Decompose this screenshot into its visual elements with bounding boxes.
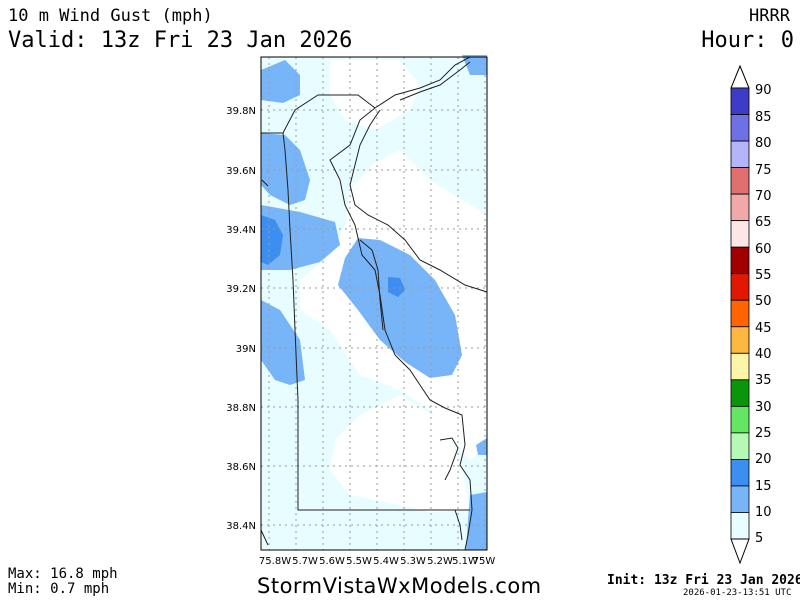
map-title: 10 m Wind Gust (mph) <box>8 6 213 26</box>
colorbar-label: 40 <box>755 347 772 362</box>
colorbar-label: 75 <box>755 163 772 178</box>
brand-watermark: StormVistaWxModels.com <box>257 574 542 598</box>
colorbar-label: 90 <box>755 83 772 98</box>
colorbar-swatch <box>730 459 750 487</box>
lon-label: 5.6W <box>319 556 345 567</box>
lat-label: 39.6N <box>226 166 256 177</box>
lat-label: 39N <box>236 344 256 355</box>
colorbar-top-arrow <box>730 64 750 89</box>
colorbar-swatch <box>730 273 750 301</box>
lon-label: 75W <box>473 556 496 567</box>
colorbar-label: 15 <box>755 479 772 494</box>
lat-label: 39.8N <box>226 106 256 117</box>
colorbar-label: 50 <box>755 294 772 309</box>
colorbar-label: 80 <box>755 136 772 151</box>
lon-label: 5.1W <box>452 556 478 567</box>
latitude-labels: 39.8N 39.6N 39.4N 39.2N 39N 38.8N 38.6N … <box>226 106 256 532</box>
colorbar-swatch <box>730 326 750 354</box>
colorbar-swatch <box>730 512 750 540</box>
colorbar-label: 60 <box>755 242 772 257</box>
colorbar-swatch <box>730 485 750 513</box>
longitude-labels: 75.8W 5.7W 5.6W 5.5W 5.4W 5.3W 5.2W 5.1W… <box>259 556 495 567</box>
colorbar-label: 10 <box>755 505 772 520</box>
colorbar-label: 70 <box>755 189 772 204</box>
generated-timestamp: 2026-01-23-13:51 UTC <box>683 588 792 598</box>
lon-label: 5.7W <box>292 556 318 567</box>
max-stat: Max: 16.8 mph <box>8 566 118 582</box>
strong-gust-areas <box>261 215 405 297</box>
colorbar <box>730 64 750 565</box>
map-frame <box>260 56 488 551</box>
colorbar-label: 65 <box>755 215 772 230</box>
colorbar-label: 25 <box>755 426 772 441</box>
colorbar-swatch <box>730 87 750 115</box>
graticule <box>261 57 487 550</box>
min-stat: Min: 0.7 mph <box>8 581 110 597</box>
colorbar-label: 85 <box>755 110 772 125</box>
lat-label: 38.6N <box>226 462 256 473</box>
colorbar-swatch <box>730 114 750 142</box>
colorbar-swatch <box>730 193 750 222</box>
lat-label: 38.8N <box>226 403 256 414</box>
model-name: HRRR <box>749 6 790 26</box>
lon-label: 5.2W <box>427 556 453 567</box>
lon-label: 5.4W <box>373 556 399 567</box>
lat-label: 39.4N <box>226 225 256 236</box>
valid-time: Valid: 13z Fri 23 Jan 2026 <box>8 28 353 53</box>
colorbar-bottom-arrow <box>730 538 750 565</box>
colorbar-swatch <box>730 379 750 407</box>
lon-label: 5.5W <box>346 556 372 567</box>
moderate-gust-areas <box>261 55 487 550</box>
lat-label: 38.4N <box>226 521 256 532</box>
colorbar-swatch <box>730 405 750 434</box>
lon-label: 75.8W <box>259 556 291 567</box>
colorbar-label: 30 <box>755 400 772 415</box>
lat-label: 39.2N <box>226 284 256 295</box>
colorbar-label: 5 <box>755 531 764 546</box>
colorbar-label: 20 <box>755 452 772 467</box>
colorbar-swatch <box>730 246 750 275</box>
colorbar-label: 55 <box>755 268 772 283</box>
colorbar-label: 35 <box>755 373 772 388</box>
lon-label: 5.3W <box>400 556 426 567</box>
colorbar-label: 45 <box>755 321 772 336</box>
colorbar-swatches <box>730 87 750 540</box>
colorbar-swatch <box>730 220 750 248</box>
forecast-hour: Hour: 0 <box>701 28 794 53</box>
colorbar-swatch <box>730 167 750 195</box>
colorbar-swatch <box>730 140 750 168</box>
colorbar-swatch <box>730 299 750 328</box>
colorbar-swatch <box>730 352 750 381</box>
colorbar-swatch <box>730 432 750 460</box>
init-time: Init: 13z Fri 23 Jan 2026 <box>607 573 800 588</box>
